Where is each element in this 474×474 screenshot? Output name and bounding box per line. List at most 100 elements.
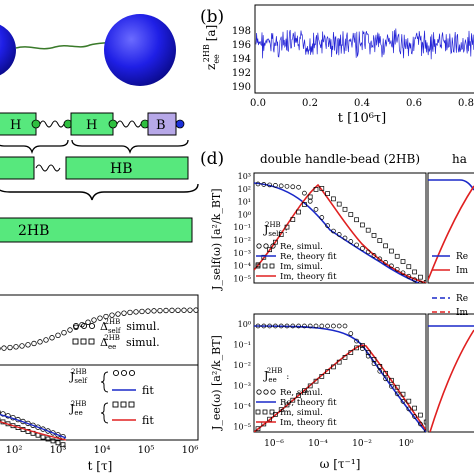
- delta-self-marker: [145, 308, 151, 314]
- svg-text:Im: Im: [456, 266, 469, 276]
- panel-a-schematic: H H B HB 2HB: [0, 112, 199, 243]
- d-top-im-marker: [319, 186, 325, 191]
- d-top-im-marker: [296, 209, 301, 215]
- delta-self-marker: [7, 344, 13, 351]
- d-top-im-marker: [284, 224, 290, 230]
- delta-self-marker: [61, 330, 67, 336]
- dtick-m4: 10⁻⁴: [308, 439, 328, 449]
- d-bot-re-marker: [412, 414, 417, 419]
- panel-d-right-bottom-curves: [428, 325, 474, 432]
- delta-self-marker: [121, 310, 127, 316]
- dtick-m2: 10⁻²: [352, 439, 372, 449]
- d-bot-im-marker: [278, 407, 284, 413]
- d-top-im-marker: [412, 269, 417, 275]
- panel-d-label: (d): [200, 149, 224, 169]
- delta-self-marker: [25, 342, 31, 348]
- delta-self-marker: [67, 327, 73, 333]
- delta-self-marker: [13, 344, 19, 350]
- panel-d-xlabel: ω [τ⁻¹]: [320, 457, 361, 471]
- delta-self-marker: [109, 312, 115, 318]
- panel-c-bottom-frame: [0, 364, 199, 441]
- d-bot-im-marker: [406, 398, 412, 404]
- delta-self-marker: [91, 317, 97, 323]
- panel-d-right-top-curves: [428, 179, 474, 281]
- d-bot-re-marker: [255, 323, 261, 329]
- d-bot-im-marker: [394, 384, 400, 390]
- d-ytick-bottom: 10⁻²: [233, 361, 251, 370]
- d-bot-re-marker: [406, 406, 412, 412]
- svg-text:fit: fit: [142, 384, 154, 397]
- d-ytick-bottom: 10⁰: [238, 320, 251, 329]
- svg-text:Jself2HB:: Jself2HB:: [263, 221, 288, 238]
- delta-self-marker: [181, 307, 187, 313]
- panel-d-title-right: ha: [452, 152, 467, 166]
- panel-d-legend-bottom: Jee2HB: Re, simul. Re, theory fit Im, si…: [255, 367, 337, 428]
- d-bot-re-marker: [313, 323, 319, 329]
- d-bot-re-marker: [354, 338, 359, 344]
- dtick-0: 10⁰: [398, 439, 413, 449]
- svg-text:Re, simul.: Re, simul.: [280, 388, 323, 398]
- box-hb-label: HB: [110, 161, 133, 177]
- svg-text:Jself2HB: Jself2HB: [69, 368, 88, 385]
- panel-d-xticks: 10⁻⁶ 10⁻⁴ 10⁻² 10⁰: [264, 439, 414, 449]
- d-top-re-marker: [360, 246, 365, 251]
- d-bot-im-marker: [418, 412, 423, 418]
- d-bot-im-marker: [371, 357, 377, 362]
- brace-3: [0, 183, 199, 201]
- delta-self-marker: [49, 335, 55, 341]
- d-top-im-marker: [423, 280, 426, 283]
- panel-d-bottom-curves: [254, 323, 426, 432]
- d-bot-re-marker: [278, 323, 284, 329]
- d-top-re-marker: [302, 190, 307, 196]
- d-top-re-marker: [267, 182, 272, 188]
- delta-self-marker: [97, 315, 103, 321]
- panel-b-yticks: 198 196 194 192 190: [232, 26, 251, 93]
- svg-text:Re, theory fit: Re, theory fit: [280, 398, 337, 408]
- d-ytick-bottom: 10⁻³: [233, 382, 251, 391]
- xtick-2: 0.4: [354, 98, 370, 109]
- svg-text:Im: Im: [456, 308, 469, 318]
- dtick-m6: 10⁻⁶: [264, 439, 284, 449]
- d-top-re-marker: [348, 239, 354, 244]
- delta-self-marker: [37, 339, 43, 345]
- J-ee-marker: [60, 442, 66, 448]
- d-bot-re-marker: [325, 323, 330, 329]
- d-top-re-fit: [254, 182, 421, 283]
- d-top-re-marker: [336, 232, 342, 237]
- ctick-4: 10⁴: [94, 445, 111, 456]
- d-top-re-marker: [261, 182, 267, 187]
- svg-text:Re, theory fit: Re, theory fit: [280, 252, 337, 262]
- d-bot-im-marker: [255, 426, 261, 432]
- panel-d-yticks-top: 10³ 10² 10¹ 10⁰ 10⁻¹ 10⁻² 10⁻³ 10⁻⁴ 10⁻⁵: [233, 172, 251, 283]
- d-ytick-bottom: 10⁻⁵: [233, 423, 251, 432]
- d-top-im-marker: [290, 217, 296, 222]
- ytick-194: 194: [232, 54, 251, 65]
- d-top-re-marker: [313, 207, 319, 212]
- d-ytick-bottom: 10⁻⁴: [233, 402, 251, 411]
- box-2hb-label: 2HB: [18, 223, 49, 239]
- ctick-3: 10³: [50, 445, 67, 456]
- d-bot-re-marker: [331, 323, 336, 329]
- d-ytick-top: 10⁻⁴: [233, 262, 251, 271]
- d-bot-im-marker: [389, 377, 394, 383]
- d-bot-im-marker: [302, 388, 307, 394]
- d-bot-im-marker: [313, 378, 319, 384]
- d-top-im-marker: [406, 264, 412, 270]
- d-bot-re-marker: [273, 323, 278, 329]
- d-top-im-marker: [307, 194, 313, 200]
- d-top-im-marker: [400, 259, 406, 264]
- d-top-re-marker: [342, 235, 348, 241]
- d-bot-im-marker: [284, 402, 290, 408]
- d-bot-im-marker: [412, 405, 417, 411]
- d-bot-re-marker: [360, 346, 365, 351]
- J-ee-marker: [40, 434, 46, 440]
- box-row2-left: [0, 156, 35, 180]
- panel-d-bottom-frame: [253, 313, 427, 433]
- panel-d-legend-top: Jself2HB: Re, simul. Re, theory fit Im, …: [255, 221, 337, 282]
- d-top-re-marker: [307, 198, 313, 204]
- d-bot-im-marker: [319, 374, 325, 379]
- panel-d-yticks-bottom: 10⁰ 10⁻¹ 10⁻² 10⁻³ 10⁻⁴ 10⁻⁵: [233, 320, 251, 432]
- ytick-196: 196: [232, 40, 251, 51]
- d-top-im-marker: [394, 253, 400, 259]
